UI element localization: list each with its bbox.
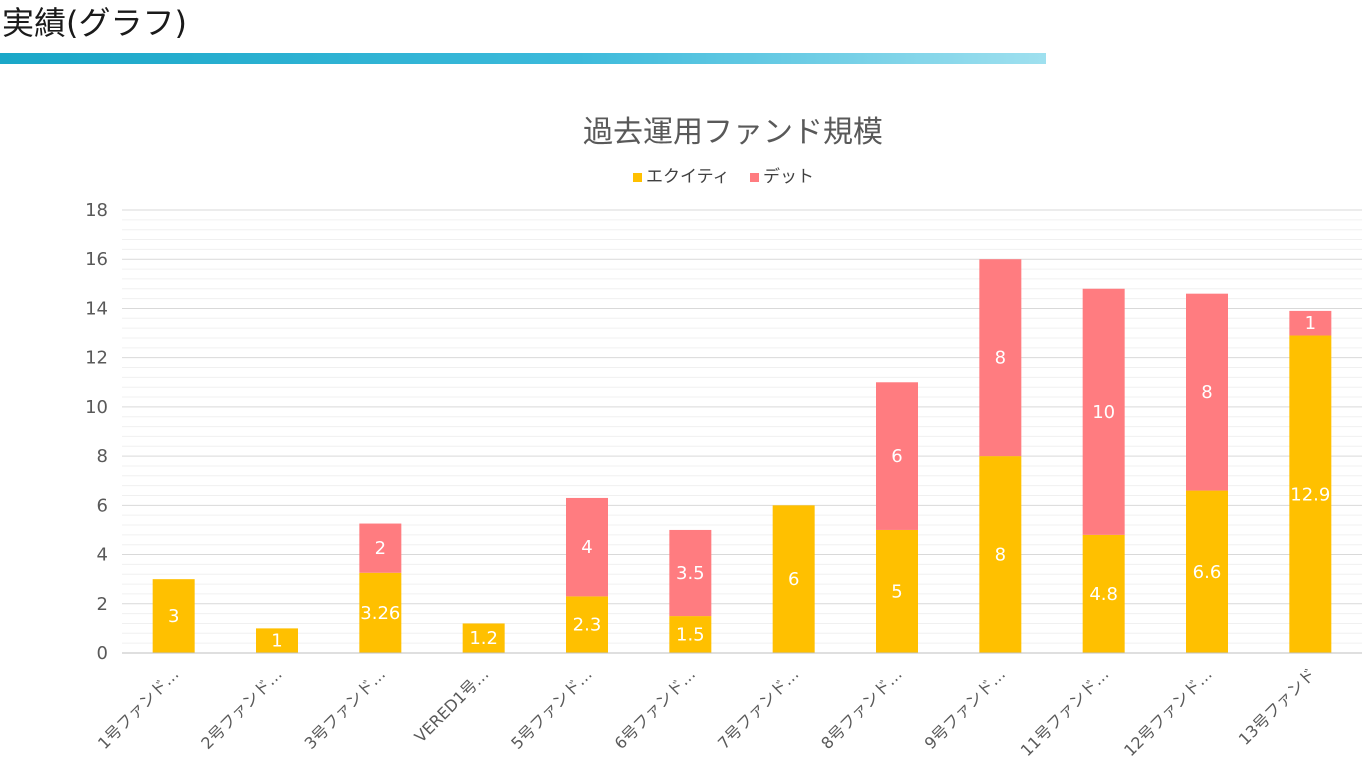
data-label-debt: 3.5 <box>676 563 705 584</box>
x-tick-label: 11号ファンド… <box>1017 664 1113 760</box>
bar-debt <box>876 382 918 530</box>
x-tick-label: 7号ファンド… <box>714 664 803 753</box>
legend-swatch <box>750 173 759 182</box>
bar-equity <box>1289 335 1332 653</box>
x-axis: 1号ファンド… 2号ファンド… 3号ファンド… VERED1号… 5号ファンド… 6号ファ… <box>94 652 1362 760</box>
bar-debt <box>669 529 712 617</box>
y-tick-label: 12 <box>85 348 108 369</box>
legend-swatch <box>633 173 642 182</box>
legend-label: エクイティ <box>646 167 730 187</box>
data-label-debt: 10 <box>1092 402 1115 423</box>
bar-area: 3 1 3.26 2 1.2 2.3 4 1.5 3.5 6 5 6 8 8 4.8 10 6.6 8 12.9 1 <box>152 259 1332 653</box>
y-tick-label: 16 <box>85 249 108 270</box>
bar-equity <box>359 572 402 653</box>
bar-equity <box>462 623 505 653</box>
bar-equity <box>772 505 815 653</box>
y-tick-label: 14 <box>85 298 108 319</box>
bar-debt <box>1289 310 1332 336</box>
data-label-equity: 3.26 <box>360 603 400 624</box>
bar-equity <box>256 628 298 653</box>
chart-title: 過去運用ファンド規模 <box>583 115 883 150</box>
data-label-debt: 2 <box>375 538 386 559</box>
x-tick-label: 3号ファンド… <box>301 664 390 753</box>
bar-equity <box>1186 490 1228 653</box>
y-tick-label: 2 <box>97 594 108 615</box>
bar-debt <box>1186 293 1228 491</box>
data-label-equity: 1.2 <box>469 628 498 649</box>
bar-equity <box>1082 534 1125 653</box>
x-tick-label: 8号ファンド… <box>817 664 906 753</box>
y-tick-label: 0 <box>97 643 108 664</box>
bar-debt <box>359 523 402 573</box>
data-label-debt: 8 <box>1201 382 1212 403</box>
slide-title: 実績(グラフ) <box>2 4 187 42</box>
data-label-equity: 2.3 <box>573 615 602 636</box>
x-tick-label: VERED1号… <box>411 664 493 746</box>
data-label-equity: 4.8 <box>1089 584 1118 605</box>
data-label-debt: 6 <box>891 446 902 467</box>
x-tick-label: 9号ファンド… <box>921 664 1010 753</box>
bar-equity <box>669 616 712 653</box>
title-underline <box>0 53 1046 64</box>
legend-label: デット <box>763 166 814 187</box>
data-label-equity: 12.9 <box>1290 484 1330 505</box>
data-label-debt: 1 <box>1305 313 1316 334</box>
data-label-equity: 1.5 <box>676 625 705 646</box>
data-label-equity: 1 <box>271 631 282 652</box>
data-label-equity: 6.6 <box>1193 562 1222 583</box>
y-tick-label: 4 <box>97 545 108 566</box>
data-label-equity: 8 <box>995 545 1006 566</box>
y-tick-label: 6 <box>97 495 108 516</box>
bar-equity <box>152 579 195 653</box>
x-tick-label: 12号ファンド… <box>1120 664 1216 760</box>
y-tick-label: 8 <box>97 446 108 467</box>
bar-debt <box>1082 288 1125 535</box>
chart-legend: エクイティ デット <box>633 166 814 187</box>
y-axis: 0 2 4 6 8 10 12 14 16 18 <box>85 200 108 664</box>
data-label-equity: 3 <box>168 606 179 627</box>
x-tick-label: 1号ファンド… <box>94 664 183 753</box>
bar-equity <box>876 529 918 653</box>
x-tick-label: 2号ファンド… <box>197 664 286 753</box>
x-tick-label: 5号ファンド… <box>507 664 596 753</box>
data-label-debt: 4 <box>581 537 592 558</box>
data-label-equity: 5 <box>891 581 902 602</box>
y-tick-label: 10 <box>85 397 108 418</box>
bar-equity <box>979 456 1022 653</box>
data-label-equity: 6 <box>788 569 799 590</box>
x-tick-label: 6号ファンド… <box>611 664 700 753</box>
bar-debt <box>566 497 608 597</box>
bar-equity <box>566 596 608 653</box>
y-tick-label: 18 <box>85 200 108 221</box>
x-tick-label: 13号ファンド <box>1235 664 1319 748</box>
bar-debt <box>979 259 1022 457</box>
gridlines <box>122 209 1362 654</box>
data-label-debt: 8 <box>995 348 1006 369</box>
